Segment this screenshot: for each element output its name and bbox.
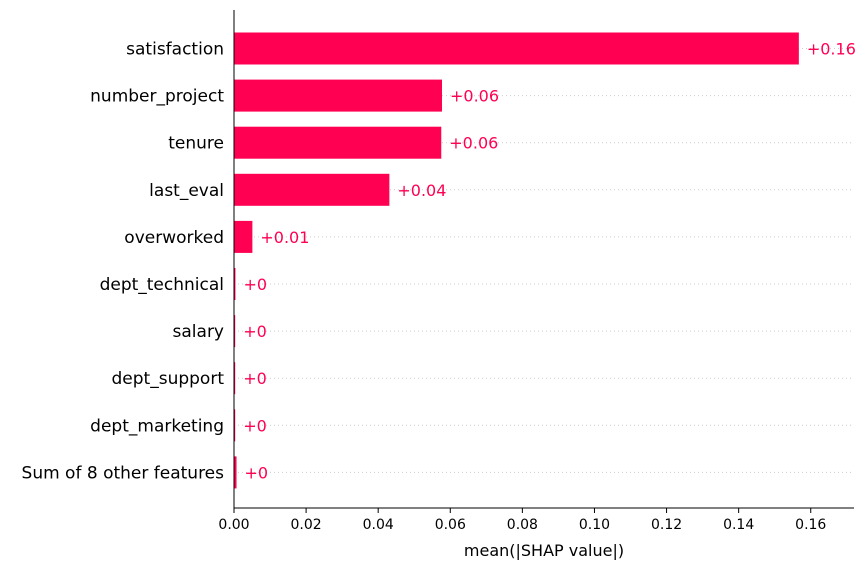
x-tick-label: 0.02 <box>291 517 322 533</box>
bar-last-eval <box>234 173 390 206</box>
bar-tenure <box>234 126 442 159</box>
bar-salary <box>234 315 236 348</box>
category-label: dept_technical <box>100 275 224 295</box>
category-label: overworked <box>124 228 224 248</box>
bar-value-label: +0 <box>243 416 267 435</box>
label-layer: +0.16 satisfaction +0.06 number_project +0.0… <box>22 40 856 484</box>
bar-dept-marketing <box>234 409 236 442</box>
bar-overworked <box>234 220 253 253</box>
x-axis-title: mean(|SHAP value|) <box>464 541 624 560</box>
x-tick-label: 0.04 <box>363 517 394 533</box>
category-label: tenure <box>168 134 224 154</box>
bar-value-label: +0.06 <box>450 87 499 106</box>
x-tick-label: 0.08 <box>507 517 538 533</box>
bar-value-label: +0.16 <box>807 40 856 59</box>
bar-satisfaction <box>234 32 799 65</box>
category-label: Sum of 8 other features <box>22 463 225 483</box>
x-tick-label: 0.14 <box>723 517 754 533</box>
x-tick-label: 0.16 <box>795 517 826 533</box>
category-label: dept_support <box>112 369 225 389</box>
bar-value-label: +0 <box>245 463 269 482</box>
category-label: satisfaction <box>126 40 224 60</box>
x-tick-label: 0.10 <box>579 517 610 533</box>
x-tick-label: 0.12 <box>651 517 682 533</box>
bar-number-project <box>234 79 442 112</box>
bar-value-label: +0 <box>243 322 267 341</box>
bar-value-label: +0.06 <box>449 134 498 153</box>
x-tick-label: 0.06 <box>435 517 466 533</box>
bar-value-label: +0.04 <box>397 181 446 200</box>
bar-value-label: +0 <box>243 369 267 388</box>
bar-value-label: +0.01 <box>260 228 309 247</box>
grid-layer <box>234 48 854 473</box>
category-label: salary <box>173 322 224 342</box>
bar-layer <box>234 32 799 489</box>
bar-dept-technical <box>234 268 236 300</box>
bar-dept-support <box>234 362 236 395</box>
bar-sum-of-8-other-features <box>234 456 237 489</box>
category-label: number_project <box>90 87 224 107</box>
x-tick-label: 0.00 <box>218 517 249 533</box>
axis-layer: 0.00 0.02 0.04 0.06 0.08 0.10 0.12 0.14 0.16 <box>218 10 854 533</box>
category-label: last_eval <box>149 181 224 201</box>
category-label: dept_marketing <box>90 416 224 436</box>
bar-value-label: +0 <box>243 275 267 294</box>
